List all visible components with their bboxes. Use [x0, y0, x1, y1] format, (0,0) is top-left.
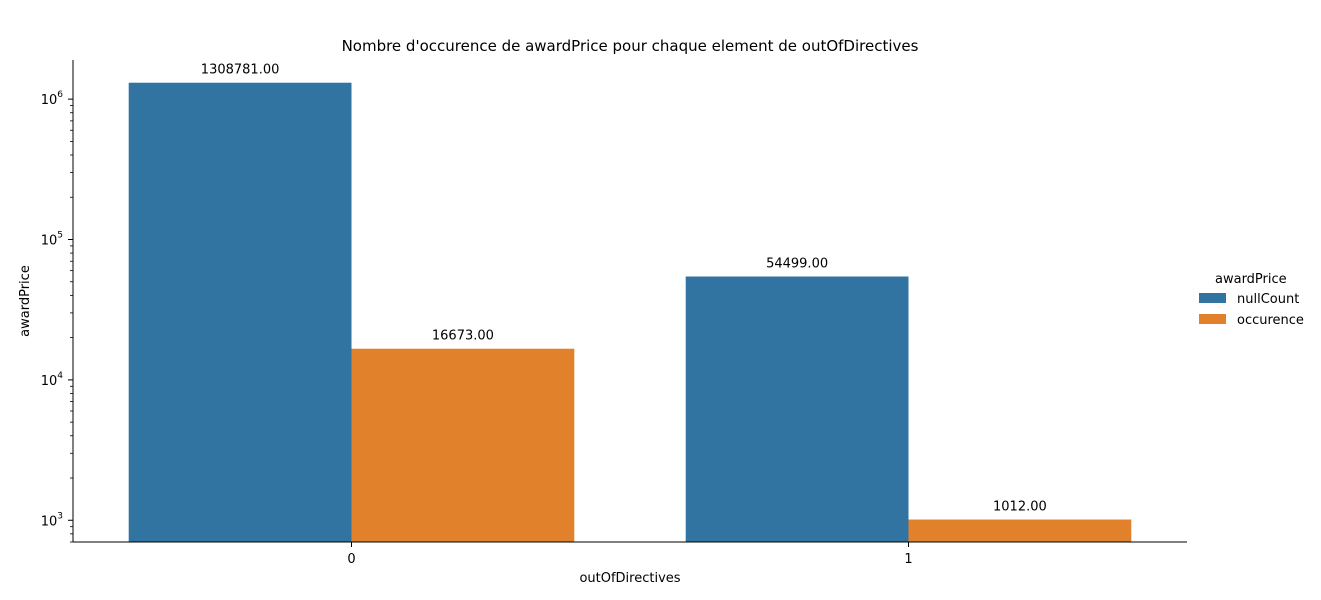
- y-ticks: 103 104 105 106: [41, 90, 73, 543]
- y-axis-label: awardPrice: [18, 265, 33, 337]
- legend-label-occurence: occurence: [1237, 313, 1304, 328]
- x-tick-label-1: 1: [904, 552, 912, 567]
- x-axis-label: outOfDirectives: [579, 571, 680, 586]
- y-tick-label-1000000: 106: [41, 90, 64, 108]
- legend-label-nullCount: nullCount: [1237, 292, 1299, 307]
- bar-occurence-1: [908, 519, 1132, 542]
- bars: [128, 82, 1132, 543]
- legend-swatch-occurence: [1199, 314, 1226, 324]
- legend-title: awardPrice: [1215, 272, 1287, 287]
- y-tick-label-10000: 104: [41, 371, 64, 389]
- chart-title: Nombre d'occurence de awardPrice pour ch…: [342, 37, 919, 55]
- legend: awardPrice nullCount occurence: [1199, 272, 1304, 328]
- bar-nullCount-0: [128, 82, 352, 543]
- y-tick-label-1000: 103: [41, 511, 63, 529]
- bar-labels: 1308781.00 54499.00 16673.00 1012.00: [201, 63, 1047, 515]
- bar-nullCount-1: [685, 276, 909, 542]
- bar-label-occurence-1: 1012.00: [993, 500, 1047, 515]
- x-tick-label-0: 0: [347, 552, 355, 567]
- y-tick-label-100000: 105: [41, 231, 63, 249]
- bar-label-nullCount-1: 54499.00: [766, 257, 828, 272]
- legend-items: nullCount occurence: [1199, 292, 1304, 328]
- bar-label-occurence-0: 16673.00: [432, 329, 494, 344]
- bar-occurence-0: [351, 348, 575, 542]
- legend-swatch-nullCount: [1199, 293, 1226, 303]
- bar-label-nullCount-0: 1308781.00: [201, 63, 280, 78]
